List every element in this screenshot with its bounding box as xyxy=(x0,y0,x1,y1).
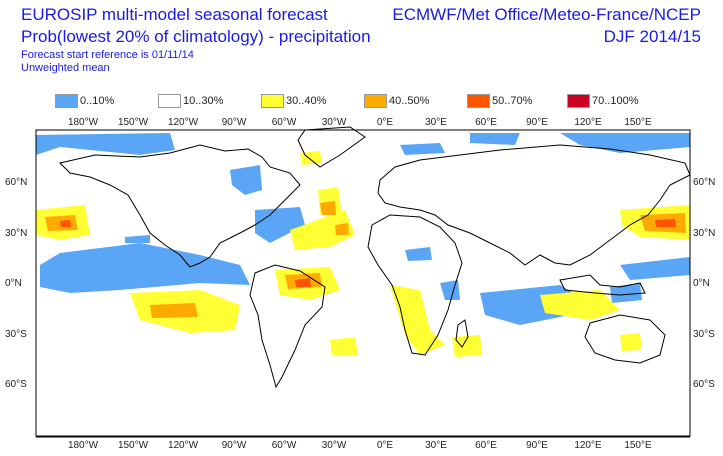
legend-swatch xyxy=(364,94,387,108)
very-high-probability-region xyxy=(295,278,311,287)
high-probability-region xyxy=(150,303,198,318)
lon-label-bottom: 90°W xyxy=(222,440,247,451)
lon-label-bottom: 60°E xyxy=(475,440,497,451)
lon-label-top: 60°W xyxy=(272,117,297,128)
coastlines xyxy=(36,126,691,438)
legend-swatch xyxy=(261,94,284,108)
legend-item: 50..70% xyxy=(467,93,532,109)
centres-label: ECMWF/Met Office/Meteo-France/NCEP xyxy=(392,5,701,24)
lat-label-left: 60°N xyxy=(5,177,27,188)
madagascar-coast xyxy=(455,319,469,348)
lon-label-bottom: 60°W xyxy=(272,440,297,451)
legend-label: 70..100% xyxy=(592,95,639,107)
world-map: 180°W 150°W 120°W 90°W 60°W 30°W 0°E 30°… xyxy=(0,115,723,451)
low-probability-region xyxy=(440,280,460,300)
lat-label-right: 30°S xyxy=(693,329,715,340)
very-high-probability-region xyxy=(60,220,71,227)
very-high-probability-region xyxy=(655,219,676,227)
legend-swatch xyxy=(158,94,181,108)
legend-item: 10..30% xyxy=(158,93,223,109)
map-frame xyxy=(35,129,691,437)
north-america-coast xyxy=(59,144,301,268)
lon-label-top: 0°E xyxy=(377,117,394,128)
australia-coast xyxy=(584,314,666,364)
lon-label-bottom: 0°E xyxy=(377,440,394,451)
moderate-probability-region xyxy=(290,210,355,250)
lat-label-left: 30°S xyxy=(5,329,27,340)
lon-label-bottom: 120°E xyxy=(574,440,602,451)
legend-swatch xyxy=(567,94,590,108)
legend-swatch xyxy=(55,94,78,108)
legend-label: 40..50% xyxy=(389,95,430,107)
lon-label-bottom: 30°W xyxy=(322,440,347,451)
lon-label-top: 120°E xyxy=(574,117,602,128)
map-subtitle: Prob(lowest 20% of climatology) - precip… xyxy=(21,27,371,46)
eurasia-coast xyxy=(377,144,691,266)
season-label: DJF 2014/15 xyxy=(603,27,701,46)
lat-label-right: 60°S xyxy=(693,379,715,390)
longitude-labels: 180°W 150°W 120°W 90°W 60°W 30°W 0°E 30°… xyxy=(68,117,652,451)
lon-label-top: 90°E xyxy=(526,117,548,128)
lat-label-left: 30°N xyxy=(5,228,27,239)
moderate-probability-region xyxy=(300,151,322,165)
lon-label-top: 30°E xyxy=(425,117,447,128)
low-probability-region xyxy=(125,235,150,243)
lat-label-left: 0°N xyxy=(5,278,22,289)
legend-swatch xyxy=(467,94,490,108)
lon-label-bottom: 90°E xyxy=(526,440,548,451)
legend-item: 70..100% xyxy=(567,93,638,109)
low-probability-region xyxy=(255,207,305,243)
high-probability-region xyxy=(320,201,336,215)
low-probability-region xyxy=(40,243,250,293)
low-probability-region xyxy=(610,283,642,303)
legend-item: 30..40% xyxy=(261,93,326,109)
lat-label-right: 30°N xyxy=(693,228,715,239)
weighting-note: Unweighted mean xyxy=(21,62,110,74)
lat-label-right: 60°N xyxy=(693,177,715,188)
low-probability-region xyxy=(36,133,175,155)
moderate-probability-region xyxy=(452,335,482,357)
low-probability-region xyxy=(400,143,445,155)
moderate-probability-region xyxy=(390,285,445,355)
low-probability-region xyxy=(620,257,690,280)
latitude-labels: 60°N 30°N 0°N 30°S 60°S 60°N 30°N 0°N 30… xyxy=(5,177,715,390)
probability-shading xyxy=(36,133,690,357)
lat-label-right: 0°N xyxy=(693,278,710,289)
south-america-coast xyxy=(249,264,326,389)
moderate-probability-region xyxy=(540,290,620,320)
lon-label-bottom: 150°W xyxy=(118,440,149,451)
lon-label-top: 90°W xyxy=(222,117,247,128)
probability-legend: 0..10% 10..30% 30..40% 40..50% 50..70% 7… xyxy=(55,93,655,109)
lon-label-top: 180°W xyxy=(68,117,99,128)
moderate-probability-region xyxy=(330,337,358,355)
lon-label-top: 30°W xyxy=(322,117,347,128)
legend-label: 30..40% xyxy=(286,95,327,107)
low-probability-region xyxy=(405,247,432,261)
low-probability-region xyxy=(470,133,520,145)
legend-label: 10..30% xyxy=(183,95,224,107)
legend-item: 40..50% xyxy=(364,93,429,109)
lon-label-top: 150°E xyxy=(624,117,652,128)
lon-label-bottom: 180°W xyxy=(68,440,99,451)
africa-coast xyxy=(367,214,463,356)
high-probability-region xyxy=(335,223,349,235)
legend-item: 0..10% xyxy=(55,93,114,109)
greenland-coast xyxy=(297,126,366,168)
lon-label-bottom: 150°E xyxy=(624,440,652,451)
map-title: EUROSIP multi-model seasonal forecast xyxy=(21,5,328,24)
forecast-start-reference: Forecast start reference is 01/11/14 xyxy=(21,49,194,61)
low-probability-region xyxy=(230,165,262,195)
legend-label: 50..70% xyxy=(492,95,533,107)
moderate-probability-region xyxy=(620,333,642,351)
indonesia-coast xyxy=(559,274,646,296)
lon-label-bottom: 30°E xyxy=(425,440,447,451)
legend-label: 0..10% xyxy=(80,95,115,107)
lat-label-left: 60°S xyxy=(5,379,27,390)
lon-label-top: 120°W xyxy=(168,117,199,128)
lon-label-bottom: 120°W xyxy=(168,440,199,451)
low-probability-region xyxy=(560,133,690,153)
lon-label-top: 60°E xyxy=(475,117,497,128)
lon-label-top: 150°W xyxy=(118,117,149,128)
